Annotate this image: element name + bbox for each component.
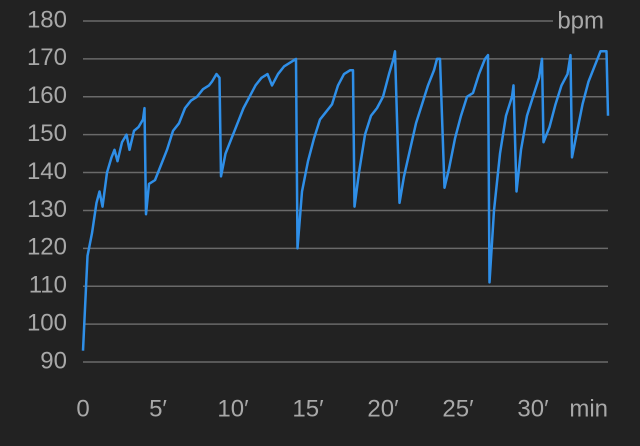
y-tick-label: 90 — [40, 347, 67, 374]
y-tick-label: 150 — [27, 120, 67, 147]
y-tick-label: 170 — [27, 44, 67, 71]
x-tick-label: 15′ — [292, 395, 324, 422]
y-tick-label: 140 — [27, 158, 67, 185]
x-tick-label: 10′ — [217, 395, 249, 422]
y-unit-label: bpm — [557, 7, 604, 34]
x-tick-label: 30′ — [517, 395, 549, 422]
y-tick-label: 110 — [29, 272, 67, 299]
y-tick-label: 160 — [27, 82, 67, 109]
x-tick-label: 20′ — [367, 395, 399, 422]
y-tick-label: 100 — [27, 309, 67, 336]
x-unit-label: min — [569, 395, 608, 422]
x-tick-label: 25′ — [442, 395, 474, 422]
y-tick-label: 120 — [27, 234, 67, 261]
x-tick-label: 5′ — [149, 395, 167, 422]
y-tick-label: 180 — [27, 6, 67, 33]
y-tick-label: 130 — [27, 196, 67, 223]
heart-rate-line — [81, 50, 610, 351]
x-tick-label: 0 — [76, 395, 89, 422]
